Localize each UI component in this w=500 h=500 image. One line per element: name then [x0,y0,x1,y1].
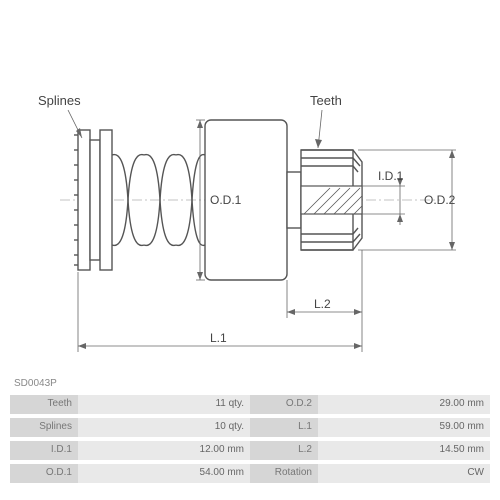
spec-value: 11 qty. [78,395,250,414]
spec-table: Teeth 11 qty. O.D.2 29.00 mm Splines 10 … [10,395,490,487]
spec-label: I.D.1 [10,441,78,460]
spec-value: 54.00 mm [78,464,250,483]
table-row: Splines 10 qty. L.1 59.00 mm [10,418,490,437]
spec-label: O.D.2 [250,395,318,414]
dim-id1: I.D.1 [378,169,404,183]
spec-value: 10 qty. [78,418,250,437]
table-row: I.D.1 12.00 mm L.2 14.50 mm [10,441,490,460]
spec-value: 29.00 mm [318,395,490,414]
callout-teeth: Teeth [310,93,342,108]
part-number: SD0043P [14,378,57,389]
spec-label: L.1 [250,418,318,437]
table-row: O.D.1 54.00 mm Rotation CW [10,464,490,483]
spec-label: L.2 [250,441,318,460]
dim-od2: O.D.2 [424,193,456,207]
spec-label: Rotation [250,464,318,483]
technical-drawing: Splines Teeth O.D.1 I.D.1 O.D.2 L.2 L.1 [0,0,500,380]
callout-splines: Splines [38,93,81,108]
spec-label: Splines [10,418,78,437]
spec-value: 12.00 mm [78,441,250,460]
dim-od1: O.D.1 [210,193,242,207]
dim-l2: L.2 [314,297,331,311]
table-row: Teeth 11 qty. O.D.2 29.00 mm [10,395,490,414]
spec-label: Teeth [10,395,78,414]
spec-label: O.D.1 [10,464,78,483]
spec-value: 14.50 mm [318,441,490,460]
dim-l1: L.1 [210,331,227,345]
spec-value: 59.00 mm [318,418,490,437]
spec-value: CW [318,464,490,483]
